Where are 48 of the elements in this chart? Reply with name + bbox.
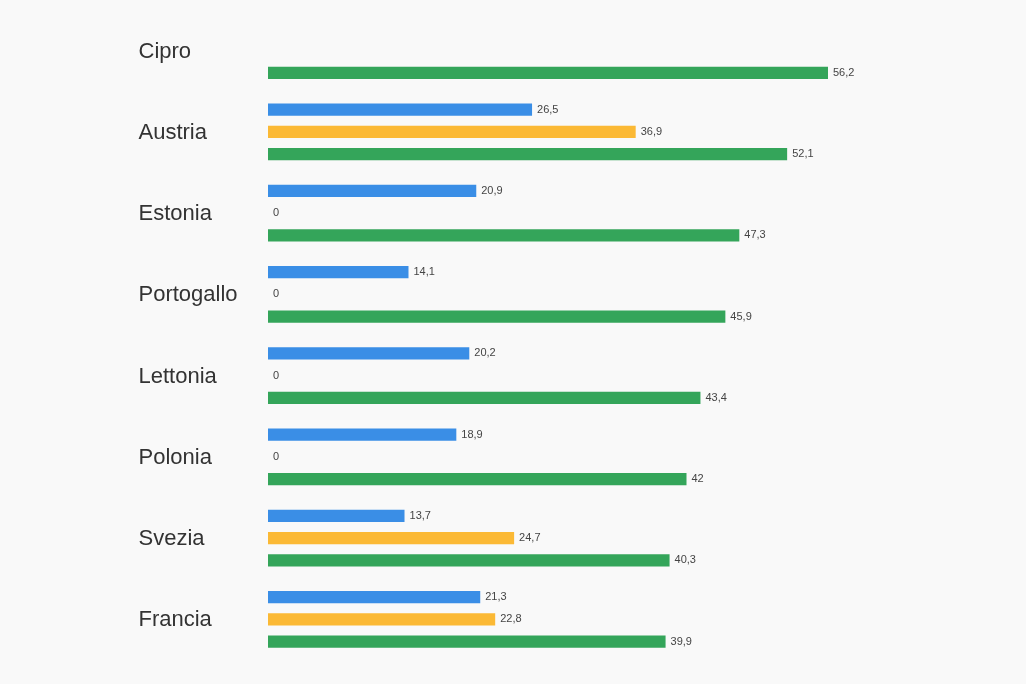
data-label: 56,2 (833, 65, 855, 78)
y-tick-label: Lettonia (138, 362, 218, 388)
bar (268, 590, 481, 604)
data-label: 20,9 (481, 183, 503, 196)
data-label: 42 (691, 472, 704, 485)
data-label: 0 (273, 368, 280, 381)
bar (268, 613, 496, 626)
y-tick-label: Austria (138, 118, 208, 144)
data-label: 45,9 (730, 309, 752, 322)
data-label: 43,4 (705, 390, 727, 403)
bar (268, 103, 533, 116)
data-label: 39,9 (670, 634, 692, 647)
y-tick-label: Portogallo (138, 281, 238, 307)
bar (268, 310, 726, 323)
data-label: 40,3 (674, 553, 696, 566)
bar (268, 184, 477, 197)
bar (268, 148, 788, 161)
bar (268, 509, 405, 522)
bar (268, 531, 515, 545)
data-label: 52,1 (792, 147, 814, 160)
data-label: 0 (273, 206, 280, 219)
data-label: 47,3 (744, 228, 766, 241)
data-label: 21,3 (485, 590, 507, 603)
bar (268, 391, 701, 405)
data-label: 0 (273, 449, 280, 462)
bar (268, 473, 687, 486)
data-label: 13,7 (409, 508, 431, 521)
data-label: 0 (273, 287, 280, 300)
y-tick-label: Polonia (138, 443, 213, 469)
bar (268, 265, 409, 279)
data-label: 24,7 (519, 531, 541, 544)
data-label: 36,9 (640, 124, 663, 137)
bar (268, 229, 740, 242)
data-label: 22,8 (500, 612, 522, 625)
data-label: 20,2 (474, 346, 496, 359)
bar (268, 66, 828, 80)
bar (268, 125, 636, 139)
bar (268, 635, 666, 648)
y-tick-label: Francia (138, 606, 213, 632)
data-label: 14,1 (413, 265, 435, 278)
data-label: 26,5 (537, 102, 559, 115)
bar (268, 347, 470, 360)
y-tick-label: Estonia (138, 200, 213, 226)
y-tick-label: Cipro (138, 37, 192, 63)
bar (268, 554, 670, 567)
data-label: 18,9 (461, 427, 483, 440)
bar (268, 428, 457, 441)
y-tick-label: Svezia (138, 525, 206, 551)
